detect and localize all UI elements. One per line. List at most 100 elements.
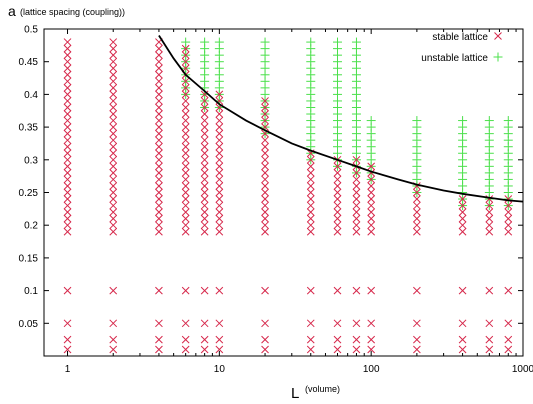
stable-point [261, 116, 269, 125]
stable-point [352, 201, 361, 210]
stable-point [367, 335, 376, 344]
stable-point [352, 155, 361, 164]
stable-point [63, 38, 72, 46]
stable-point [181, 182, 190, 190]
stable-point [333, 188, 342, 197]
stable-point [261, 201, 269, 210]
stable-point [261, 169, 269, 177]
x-axis: 1 10 100 1000 [65, 29, 533, 375]
stable-point [155, 44, 163, 53]
stable-point [306, 201, 315, 210]
stable-point [261, 319, 269, 328]
stable-point [306, 175, 315, 184]
stable-point [306, 221, 315, 230]
stable-point [215, 123, 224, 131]
stable-point [181, 345, 190, 354]
stable-point [504, 201, 513, 210]
stable-point [63, 195, 72, 203]
stable-point [352, 319, 361, 328]
stable-point [485, 227, 494, 236]
stable-point [63, 57, 72, 66]
stable-point [333, 208, 342, 216]
stable-point [200, 116, 209, 125]
stable-point [333, 201, 342, 210]
stable-point [352, 182, 361, 190]
legend-label-unstable: unstable lattice [421, 53, 488, 64]
stable-point [261, 182, 269, 190]
stable-point [109, 51, 118, 60]
stable-point [413, 214, 421, 223]
stable-point [261, 345, 269, 354]
stable-point [458, 221, 467, 230]
stable-point [367, 319, 376, 328]
stable-point [181, 77, 190, 86]
y-tick-label: 0.05 [19, 319, 39, 330]
stable-point [181, 44, 190, 53]
stable-point [181, 84, 190, 92]
stable-point [261, 149, 269, 158]
stable-point [306, 155, 315, 164]
stable-point [200, 221, 209, 230]
stable-point [181, 335, 190, 344]
data-markers [63, 37, 513, 354]
stable-point [200, 142, 209, 151]
x-tick-label: 1000 [512, 364, 533, 375]
stable-point [306, 208, 315, 216]
y-axis: 0.05 0.1 0.15 0.2 0.25 0.3 0.35 0.4 0.45 0.5 [19, 25, 523, 330]
stable-point [458, 201, 467, 210]
stable-point [155, 77, 163, 86]
stability-boundary-curve [158, 35, 524, 203]
stable-point [458, 214, 467, 223]
stable-point [181, 195, 190, 203]
stable-point [181, 162, 190, 171]
stable-point [306, 195, 315, 203]
stable-point [215, 155, 224, 164]
stable-point [109, 162, 118, 171]
stable-point [181, 116, 190, 125]
stable-point [63, 162, 72, 171]
stable-point [215, 169, 224, 177]
stable-point [306, 319, 315, 328]
stable-point [200, 97, 209, 105]
stable-point [306, 188, 315, 197]
stable-point [333, 221, 342, 230]
stable-point [306, 286, 315, 295]
stable-point [413, 221, 421, 230]
stable-point [215, 286, 224, 295]
y-axis-label-note: (lattice spacing (coupling)) [20, 7, 125, 17]
unstable-point [200, 37, 210, 47]
stable-point [109, 103, 118, 112]
unstable-point [366, 116, 376, 126]
stable-point [63, 188, 72, 197]
stable-point [109, 201, 118, 210]
stable-point [200, 208, 209, 216]
stable-point [181, 110, 190, 118]
stable-point [458, 195, 467, 203]
stable-point [333, 169, 342, 177]
stable-point [215, 221, 224, 230]
stable-point [413, 208, 421, 216]
stable-point [200, 227, 209, 236]
stable-point [458, 345, 467, 354]
stable-point [63, 136, 72, 145]
stable-point [215, 142, 224, 151]
x-tick-label: 1 [65, 364, 71, 375]
stable-point [181, 149, 190, 158]
stable-point [155, 123, 163, 131]
stable-point [215, 214, 224, 223]
stable-point [63, 64, 72, 73]
stable-point [200, 182, 209, 190]
stable-point [352, 214, 361, 223]
stable-point [109, 123, 118, 131]
stable-point [333, 345, 342, 354]
stable-point [63, 208, 72, 216]
stable-point [155, 103, 163, 112]
stable-point [215, 175, 224, 184]
legend-label-stable: stable lattice [432, 32, 488, 43]
stable-point [155, 335, 163, 344]
unstable-point [503, 116, 513, 126]
stable-point [504, 286, 513, 295]
stable-point [485, 221, 494, 230]
stable-point [367, 188, 376, 197]
